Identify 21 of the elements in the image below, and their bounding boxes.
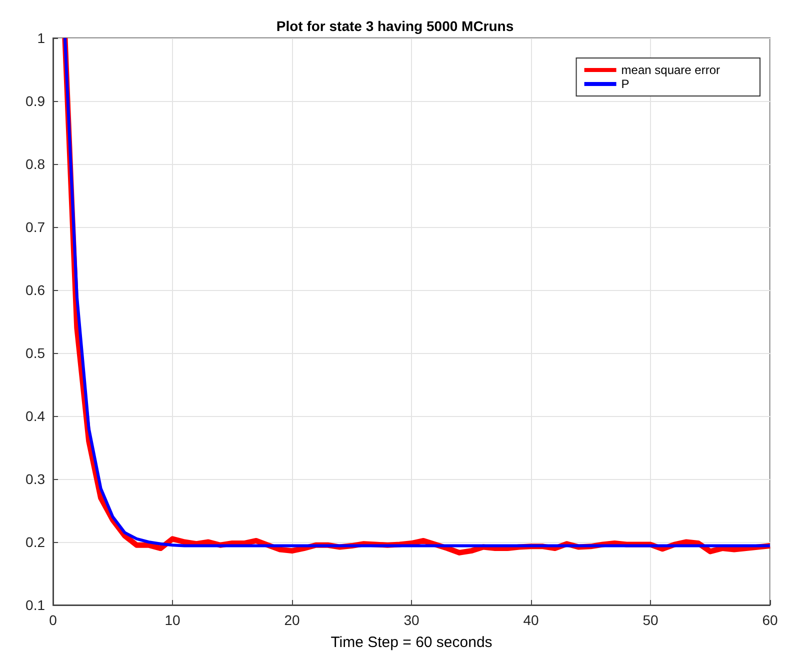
y-tick-label: 1 <box>37 30 46 46</box>
y-tick-label: 0.1 <box>26 597 46 613</box>
chart-title: Plot for state 3 having 5000 MCruns <box>276 18 514 34</box>
y-tick-label: 0.5 <box>26 345 46 361</box>
x-tick-label: 10 <box>164 612 180 628</box>
legend-label: mean square error <box>621 63 720 77</box>
x-axis-title: Time Step = 60 seconds <box>330 634 492 651</box>
x-tick-label: 30 <box>404 612 420 628</box>
y-tick-label: 0.8 <box>26 156 46 172</box>
y-tick-label: 0.6 <box>26 282 46 298</box>
x-tick-label: 20 <box>284 612 300 628</box>
x-tick-label: 40 <box>523 612 539 628</box>
x-tick-label: 50 <box>642 612 658 628</box>
y-tick-label: 0.4 <box>26 408 46 424</box>
y-tick-label: 0.2 <box>26 534 46 550</box>
x-tick-label: 60 <box>762 612 778 628</box>
legend-label: P <box>621 77 630 91</box>
y-tick-label: 0.7 <box>26 219 46 235</box>
y-tick-label: 0.9 <box>26 93 46 109</box>
y-tick-label: 0.3 <box>26 471 46 487</box>
x-tick-label: 0 <box>49 612 58 628</box>
